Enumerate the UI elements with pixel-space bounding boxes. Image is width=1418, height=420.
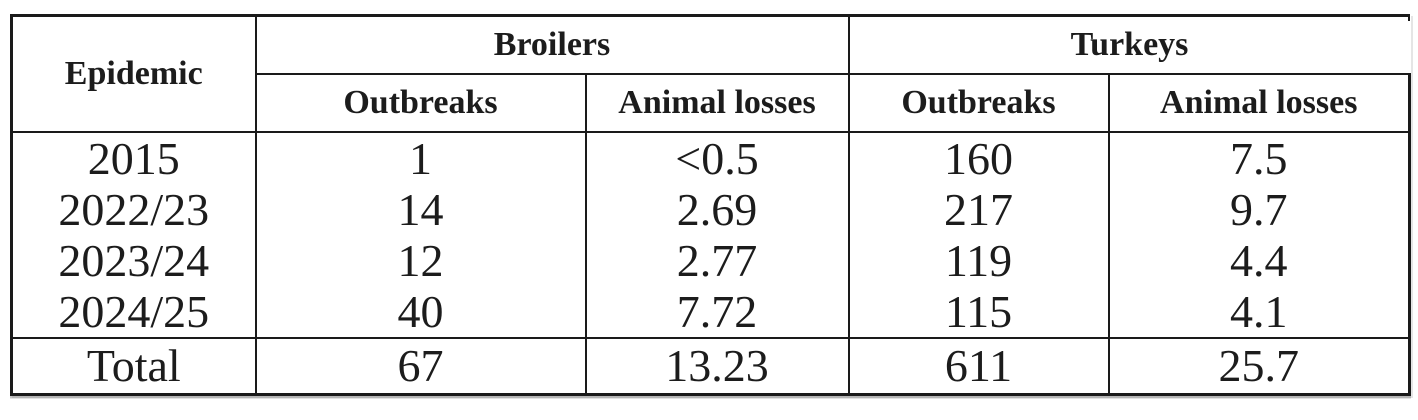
cell-turkeys-animal-losses: 4.4 [1107, 235, 1412, 286]
table-row: 2024/25 40 7.72 115 4.1 [10, 286, 1412, 338]
column-header-epidemic: Epidemic [10, 14, 257, 133]
group-header-row: Epidemic Broilers Turkeys [10, 14, 1410, 133]
cell-turkeys-animal-losses: 4.1 [1107, 286, 1412, 338]
cell-epidemic-year: 2024/25 [10, 286, 257, 338]
subheader-broilers-outbreaks: Outbreaks [254, 73, 587, 133]
subheader-turkeys-outbreaks: Outbreaks [847, 73, 1110, 133]
epidemic-losses-table: Epidemic Broilers Turkeys Outbreaks Anim… [10, 14, 1412, 396]
cell-turkeys-outbreaks: 160 [847, 132, 1110, 184]
cell-turkeys-outbreaks: 115 [847, 286, 1110, 338]
cell-epidemic-year: 2015 [10, 132, 257, 184]
total-turkeys-outbreaks: 611 [847, 337, 1110, 396]
total-turkeys-animal-losses: 25.7 [1107, 337, 1412, 396]
subheader-turkeys-animal-losses: Animal losses [1107, 73, 1412, 133]
cell-broilers-animal-losses: 2.77 [584, 235, 850, 286]
cell-broilers-animal-losses: <0.5 [584, 132, 850, 184]
total-row: Total 67 13.23 611 25.7 [10, 337, 1412, 396]
table-row: 2023/24 12 2.77 119 4.4 [10, 235, 1412, 286]
total-broilers-outbreaks: 67 [254, 337, 587, 396]
cell-broilers-outbreaks: 14 [254, 184, 587, 235]
cell-broilers-outbreaks: 40 [254, 286, 587, 338]
cell-broilers-outbreaks: 12 [254, 235, 587, 286]
cell-broilers-animal-losses: 7.72 [584, 286, 850, 338]
total-broilers-animal-losses: 13.23 [584, 337, 850, 396]
cell-broilers-outbreaks: 1 [254, 132, 587, 184]
group-header-turkeys: Turkeys [847, 14, 1410, 75]
cell-turkeys-animal-losses: 9.7 [1107, 184, 1412, 235]
table-row: 2015 1 <0.5 160 7.5 [10, 132, 1412, 184]
cell-turkeys-outbreaks: 119 [847, 235, 1110, 286]
subheader-broilers-animal-losses: Animal losses [584, 73, 850, 133]
group-header-broilers: Broilers [254, 14, 850, 75]
cell-turkeys-outbreaks: 217 [847, 184, 1110, 235]
total-label: Total [10, 337, 257, 396]
cell-broilers-animal-losses: 2.69 [584, 184, 850, 235]
subheader-row: Outbreaks Animal losses Outbreaks Animal… [12, 73, 1412, 133]
table-row: 2022/23 14 2.69 217 9.7 [10, 184, 1412, 235]
cell-epidemic-year: 2022/23 [10, 184, 257, 235]
cell-turkeys-animal-losses: 7.5 [1107, 132, 1412, 184]
cell-epidemic-year: 2023/24 [10, 235, 257, 286]
